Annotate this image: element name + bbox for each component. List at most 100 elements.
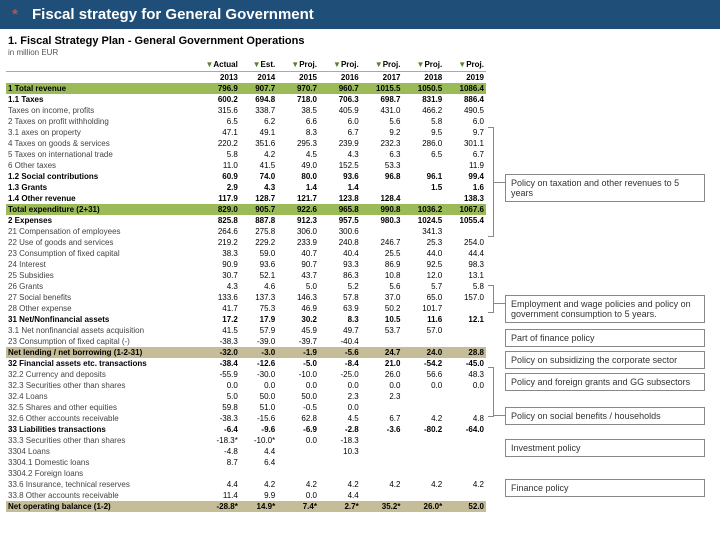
row-value: 1024.5	[402, 215, 444, 226]
row-value: -10.0	[277, 369, 319, 380]
row-value: 44.4	[444, 248, 486, 259]
row-value: 796.9	[189, 83, 240, 94]
row-value	[402, 435, 444, 446]
row-value: 25.5	[361, 248, 403, 259]
row-value	[402, 468, 444, 479]
year-header: 2018	[402, 72, 444, 84]
row-value: 1067.6	[444, 204, 486, 215]
table-row: 32.3 Securities other than shares0.00.00…	[6, 380, 486, 391]
row-value: 128.4	[361, 193, 403, 204]
row-value: -40.4	[319, 336, 361, 347]
row-value: 80.0	[277, 171, 319, 182]
row-label: 33 Liabilities transactions	[6, 424, 189, 435]
row-value: 146.3	[277, 292, 319, 303]
row-value: 0.0	[361, 380, 403, 391]
row-value: 28.8	[444, 347, 486, 358]
row-value: 232.3	[361, 138, 403, 149]
row-value	[277, 468, 319, 479]
row-label: 32.2 Currency and deposits	[6, 369, 189, 380]
row-value: 239.9	[319, 138, 361, 149]
row-value: 5.6	[361, 116, 403, 127]
table-row: 3.1 Net nonfinancial assets acquisition 4…	[6, 325, 486, 336]
row-value: 49.7	[319, 325, 361, 336]
row-value: 93.6	[319, 171, 361, 182]
row-value: -25.0	[319, 369, 361, 380]
row-value: 286.0	[402, 138, 444, 149]
row-value: 30.7	[189, 270, 240, 281]
row-value: 60.9	[189, 171, 240, 182]
row-value: 4.2	[444, 479, 486, 490]
row-value	[361, 457, 403, 468]
row-value	[444, 325, 486, 336]
row-value: 11.4	[189, 490, 240, 501]
row-value: 133.6	[189, 292, 240, 303]
row-value: 8.3	[277, 127, 319, 138]
table-row: 33.3 Securities other than shares-18.3*-…	[6, 435, 486, 446]
row-label: 22 Use of goods and services	[6, 237, 189, 248]
row-value: 24.7	[361, 347, 403, 358]
row-value: 4.5	[277, 149, 319, 160]
table-row: 1.2 Social contributions60.974.080.093.6…	[6, 171, 486, 182]
row-value: 405.9	[319, 105, 361, 116]
row-value: 98.3	[444, 259, 486, 270]
bracket	[488, 285, 494, 313]
table-row: 21 Compensation of employees264.6275.830…	[6, 226, 486, 237]
row-value: 123.8	[319, 193, 361, 204]
row-value: 698.7	[361, 94, 403, 105]
row-value: 718.0	[277, 94, 319, 105]
row-value: 6.2	[240, 116, 277, 127]
row-value: 4.2	[402, 413, 444, 424]
row-value: 9.5	[402, 127, 444, 138]
row-value: 25.3	[402, 237, 444, 248]
row-value: 6.4	[240, 457, 277, 468]
row-value: 0.0	[402, 380, 444, 391]
row-value: 59.8	[189, 402, 240, 413]
row-value: 5.8	[402, 116, 444, 127]
row-value: 17.2	[189, 314, 240, 325]
connector	[494, 182, 505, 183]
row-value	[277, 446, 319, 457]
row-value: 1.5	[402, 182, 444, 193]
row-value: 44.0	[402, 248, 444, 259]
row-value: -32.0	[189, 347, 240, 358]
row-value: 96.8	[361, 171, 403, 182]
row-label: 3.1 Net nonfinancial assets acquisition	[6, 325, 189, 336]
row-value: -55.9	[189, 369, 240, 380]
row-label: Taxes on income, profits	[6, 105, 189, 116]
row-value: 10.3	[319, 446, 361, 457]
row-value: 10.5	[361, 314, 403, 325]
row-value: 138.3	[444, 193, 486, 204]
row-value	[277, 457, 319, 468]
row-value: 5.8	[444, 281, 486, 292]
row-value: 49.0	[277, 160, 319, 171]
table-row: 6 Other taxes11.041.549.0152.553.311.9	[6, 160, 486, 171]
row-value: 0.0	[189, 380, 240, 391]
col-header: ▼Est.	[240, 59, 277, 72]
row-value: 1055.4	[444, 215, 486, 226]
year-header: 2013	[189, 72, 240, 84]
row-value: 275.8	[240, 226, 277, 237]
row-value: 338.7	[240, 105, 277, 116]
row-value: 295.3	[277, 138, 319, 149]
row-value: 4.2	[319, 479, 361, 490]
row-value: 46.9	[277, 303, 319, 314]
row-value: 4.4	[319, 490, 361, 501]
row-value: 957.5	[319, 215, 361, 226]
content-area: 1. Fiscal Strategy Plan - General Govern…	[0, 29, 720, 512]
row-value: 6.0	[444, 116, 486, 127]
row-value: 6.7	[319, 127, 361, 138]
table-row: 1.4 Other revenue117.9128.7121.7123.8128…	[6, 193, 486, 204]
row-value: 2.3	[361, 391, 403, 402]
row-value: 11.6	[402, 314, 444, 325]
row-value: 5.7	[402, 281, 444, 292]
col-header: ▼Proj.	[361, 59, 403, 72]
row-value: 980.3	[361, 215, 403, 226]
col-header: ▼Proj.	[444, 59, 486, 72]
row-value: 6.7	[361, 413, 403, 424]
table-row: 23 Consumption of fixed capital (-)-38.3…	[6, 336, 486, 347]
row-label: 3304.2 Foreign loans	[6, 468, 189, 479]
row-label: 1.4 Other revenue	[6, 193, 189, 204]
row-value: 990.8	[361, 204, 403, 215]
col-header: ▼Proj.	[319, 59, 361, 72]
row-value: -6.4	[189, 424, 240, 435]
